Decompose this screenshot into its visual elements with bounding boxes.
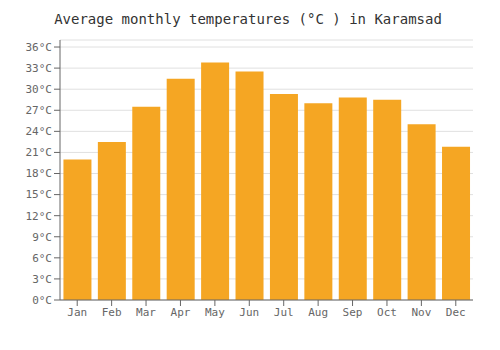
svg-text:6°C: 6°C: [32, 252, 52, 265]
svg-text:0°C: 0°C: [32, 294, 52, 307]
svg-text:Nov: Nov: [411, 306, 431, 319]
svg-text:24°C: 24°C: [26, 125, 53, 138]
svg-text:Oct: Oct: [377, 306, 397, 319]
svg-text:3°C: 3°C: [32, 273, 52, 286]
svg-text:30°C: 30°C: [26, 83, 53, 96]
svg-text:May: May: [205, 306, 225, 319]
svg-text:Mar: Mar: [136, 306, 156, 319]
svg-text:Jan: Jan: [67, 306, 87, 319]
svg-text:Jun: Jun: [239, 306, 259, 319]
svg-text:Aug: Aug: [308, 306, 328, 319]
svg-text:Sep: Sep: [343, 306, 363, 319]
svg-text:Apr: Apr: [171, 306, 191, 319]
svg-text:36°C: 36°C: [26, 41, 53, 54]
svg-text:Feb: Feb: [102, 306, 122, 319]
svg-text:18°C: 18°C: [26, 167, 53, 180]
svg-text:Jul: Jul: [274, 306, 294, 319]
svg-text:21°C: 21°C: [26, 146, 53, 159]
svg-text:12°C: 12°C: [26, 210, 53, 223]
svg-text:15°C: 15°C: [26, 188, 53, 201]
svg-text:9°C: 9°C: [32, 231, 52, 244]
svg-text:33°C: 33°C: [26, 62, 53, 75]
svg-text:Dec: Dec: [446, 306, 466, 319]
html-text:Average monthly temperatures (: Average monthly temperatures (°C ) in Ka…: [54, 11, 442, 27]
svg-text:27°C: 27°C: [26, 104, 53, 117]
